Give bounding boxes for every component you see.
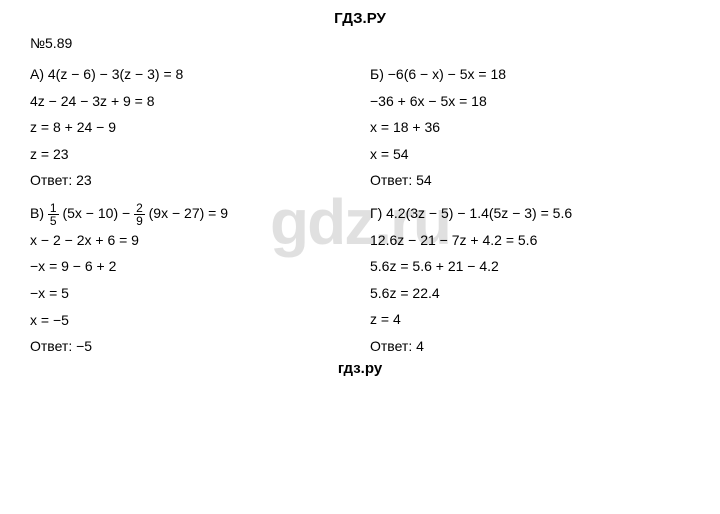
b-line-3: x = 54 (370, 141, 690, 168)
g-line-4: z = 4 (370, 306, 690, 333)
g-answer: Ответ: 4 (370, 333, 690, 360)
right-column: Б) −6(6 − x) − 5x = 18 −36 + 6x − 5x = 1… (370, 61, 690, 360)
a-label: А) 4(z − 6) − 3(z − 3) = 8 (30, 61, 350, 88)
b-line-2: x = 18 + 36 (370, 114, 690, 141)
v-line-2: −x = 9 − 6 + 2 (30, 253, 350, 280)
b-label: Б) −6(6 − x) − 5x = 18 (370, 61, 690, 88)
a-answer: Ответ: 23 (30, 167, 350, 194)
v-line-1: x − 2 − 2x + 6 = 9 (30, 227, 350, 254)
v-line-4: x = −5 (30, 307, 350, 334)
content: А) 4(z − 6) − 3(z − 3) = 8 4z − 24 − 3z … (30, 61, 690, 360)
v-label: В) 15 (5x − 10) − 29 (9x − 27) = 9 (30, 200, 350, 227)
v-line-3: −x = 5 (30, 280, 350, 307)
v-frac-1-num: 1 (48, 202, 59, 215)
v-frac-2: 29 (134, 202, 145, 227)
header-logo: ГДЗ.РУ (30, 10, 690, 27)
a-line-1: 4z − 24 − 3z + 9 = 8 (30, 88, 350, 115)
footer-logo: гдз.ру (30, 360, 690, 377)
v-frac-2-num: 2 (134, 202, 145, 215)
v-mid-1: (5x − 10) − (59, 205, 134, 221)
b-answer: Ответ: 54 (370, 167, 690, 194)
problem-number: №5.89 (30, 35, 690, 51)
b-line-1: −36 + 6x − 5x = 18 (370, 88, 690, 115)
v-answer: Ответ: −5 (30, 333, 350, 360)
g-line-1: 12.6z − 21 − 7z + 4.2 = 5.6 (370, 227, 690, 254)
v-frac-1-den: 5 (48, 215, 59, 227)
v-mid-2: (9x − 27) = 9 (145, 205, 228, 221)
g-label: Г) 4.2(3z − 5) − 1.4(5z − 3) = 5.6 (370, 200, 690, 227)
left-column: А) 4(z − 6) − 3(z − 3) = 8 4z − 24 − 3z … (30, 61, 350, 360)
a-line-2: z = 8 + 24 − 9 (30, 114, 350, 141)
g-line-3: 5.6z = 22.4 (370, 280, 690, 307)
g-line-2: 5.6z = 5.6 + 21 − 4.2 (370, 253, 690, 280)
v-prefix: В) (30, 205, 48, 221)
v-frac-1: 15 (48, 202, 59, 227)
v-frac-2-den: 9 (134, 215, 145, 227)
a-line-3: z = 23 (30, 141, 350, 168)
